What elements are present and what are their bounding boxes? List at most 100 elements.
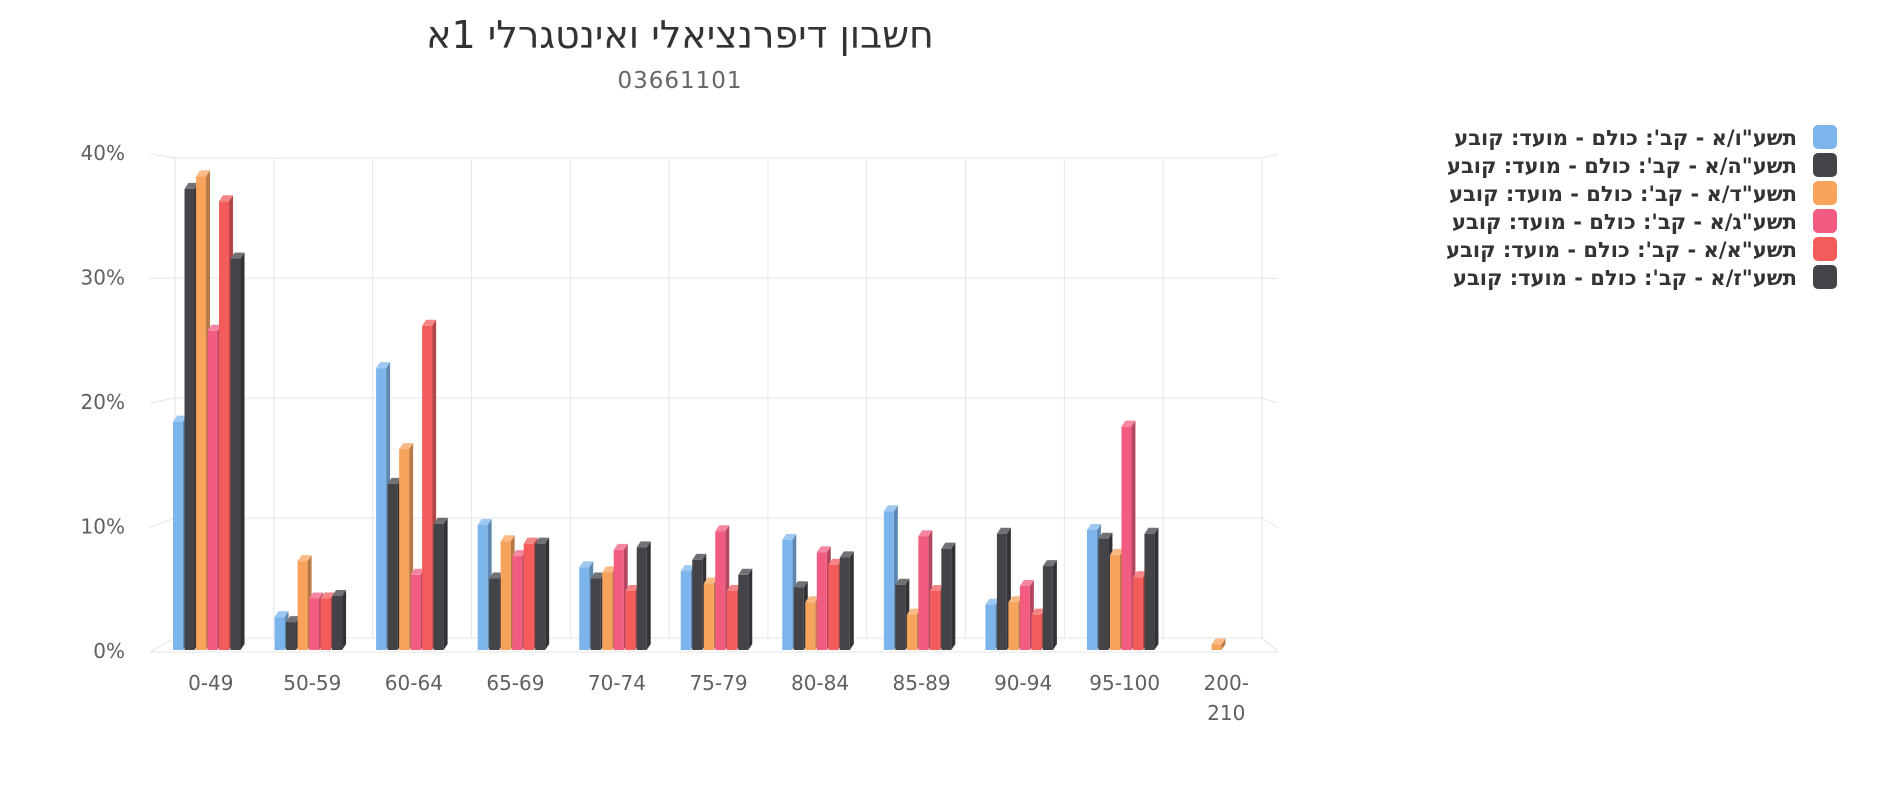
legend-item-label: תשע"ד/א - קב': כולם - מועד: קובע: [1449, 182, 1797, 206]
bar: [883, 511, 894, 650]
bar: [309, 598, 320, 650]
bar: [320, 598, 331, 650]
bar-top: [692, 553, 707, 560]
bar-top: [613, 543, 628, 550]
bar: [636, 547, 647, 650]
legend-swatch: [1813, 125, 1837, 149]
bar: [477, 525, 488, 650]
bar-top: [590, 572, 605, 579]
x-tick-label: 200-: [1204, 671, 1249, 695]
bar: [816, 552, 827, 650]
legend-item-label: תשע"ו/א - קב': כולם - מועד: קובע: [1454, 126, 1797, 150]
bar: [625, 590, 636, 650]
bar-top: [173, 415, 188, 422]
bar: [590, 578, 601, 650]
legend-item-label: תשע"א/א - קב': כולם - מועד: קובע: [1446, 238, 1797, 262]
bar-top: [523, 537, 538, 544]
plot-area: 0% 10% 20% 30% 40% 0-49 50-59 60-64 65-69 70-74 75…: [81, 141, 1279, 725]
bar-top: [816, 546, 831, 553]
bar: [805, 602, 816, 650]
bar-top: [828, 558, 843, 565]
bar: [422, 325, 433, 650]
bar: [274, 617, 285, 650]
bar: [332, 595, 343, 650]
bar-top: [477, 519, 492, 526]
bar-top: [906, 608, 921, 615]
bar: [1019, 586, 1030, 650]
bar-side: [1154, 527, 1159, 650]
bar: [602, 572, 613, 650]
x-tick-label: 80-84: [791, 671, 849, 695]
bar: [399, 449, 410, 650]
bar: [489, 578, 500, 650]
y-tick-label: 40%: [81, 141, 125, 165]
x-tick-label: 90-94: [994, 671, 1052, 695]
bar-top: [399, 443, 414, 450]
legend-item-label: תשע"ג/א - קב': כולם - מועד: קובע: [1452, 210, 1797, 234]
bar: [715, 531, 726, 650]
legend-item-label: תשע"ז/א - קב': כולם - מועד: קובע: [1453, 266, 1797, 290]
bar-top: [782, 533, 797, 540]
bar-top: [1109, 548, 1124, 555]
bar: [387, 483, 398, 650]
bar-top: [230, 252, 245, 259]
bar: [219, 201, 230, 650]
bar-top: [422, 319, 437, 326]
x-tick-label: 50-59: [283, 671, 341, 695]
floor-side-edge: [149, 637, 176, 653]
bar-top: [941, 542, 956, 549]
bar-top: [1008, 596, 1023, 603]
bar-top: [680, 565, 695, 572]
bar-top: [895, 578, 910, 585]
bar-top: [1031, 608, 1046, 615]
y-tick-label: 0%: [93, 639, 125, 663]
bar-top: [1211, 638, 1226, 645]
bar-top: [387, 477, 402, 484]
bar-side: [240, 252, 245, 650]
bar-top: [309, 592, 324, 599]
bar-top: [297, 555, 312, 562]
bar: [184, 188, 195, 651]
bar-top: [1121, 420, 1136, 427]
bar: [207, 330, 218, 650]
grid-line-side: [149, 517, 176, 528]
bar-top: [805, 596, 820, 603]
bar: [297, 561, 308, 650]
bar-side: [849, 551, 854, 650]
bar: [828, 564, 839, 650]
bar-side: [748, 568, 753, 650]
bar: [1132, 577, 1143, 650]
bar: [929, 590, 940, 650]
bar-top: [286, 616, 301, 623]
grid-line-side: [149, 397, 176, 404]
bar-top: [512, 550, 527, 557]
x-tick-label: 210: [1207, 701, 1245, 725]
bar: [692, 559, 703, 650]
bar-top: [636, 541, 651, 548]
bar-top: [1019, 580, 1034, 587]
y-tick-label: 20%: [81, 390, 125, 414]
bar-side: [646, 541, 651, 650]
bar: [1031, 614, 1042, 650]
bar-top: [883, 505, 898, 512]
bar: [941, 548, 952, 650]
bar: [433, 523, 444, 650]
bar: [1121, 426, 1132, 650]
bar-top: [703, 577, 718, 584]
legend-swatch: [1813, 237, 1837, 261]
grid-line-side: [1261, 153, 1279, 159]
bar: [1144, 533, 1155, 650]
bar: [1008, 602, 1019, 650]
bar-top: [274, 611, 289, 618]
bar-top: [500, 535, 515, 542]
bar-top: [184, 182, 199, 189]
bar: [613, 549, 624, 650]
legend-swatch: [1813, 209, 1837, 233]
bar-side: [1052, 560, 1057, 650]
bar-top: [207, 324, 222, 331]
bar: [738, 574, 749, 650]
bar-top: [1086, 523, 1101, 530]
chart-title: חשבון דיפרנציאלי ואינטגרלי 1א: [426, 13, 934, 57]
bar: [512, 556, 523, 650]
bar-top: [489, 572, 504, 579]
